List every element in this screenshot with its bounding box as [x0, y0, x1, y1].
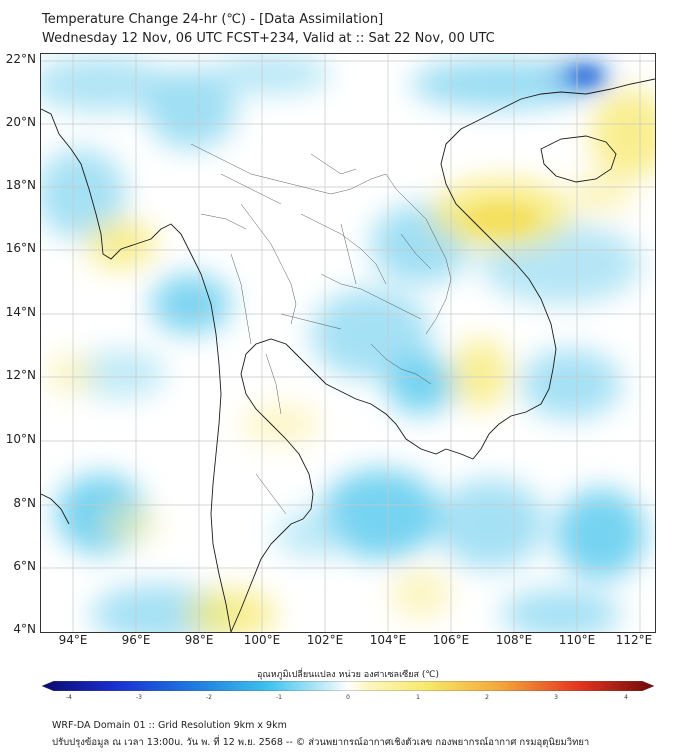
- temperature-field: [41, 54, 655, 632]
- colorbar-tick: 0: [346, 694, 350, 701]
- lon-label: 106°E: [432, 633, 470, 647]
- lon-label: 102°E: [306, 633, 344, 647]
- temperature-change-map: [40, 53, 656, 633]
- admin-borders: [190, 143, 452, 515]
- graticule: [41, 54, 655, 632]
- lat-label: 20°N: [5, 115, 36, 129]
- colorbar-tick: -2: [206, 694, 212, 701]
- coastlines: [41, 78, 655, 632]
- map-canvas: [41, 54, 655, 632]
- lat-label: 8°N: [13, 496, 36, 510]
- lon-label: 98°E: [184, 633, 214, 647]
- lon-label: 100°E: [243, 633, 281, 647]
- lat-label: 18°N: [5, 178, 36, 192]
- lat-label: 12°N: [5, 368, 36, 382]
- lon-label: 108°E: [495, 633, 533, 647]
- lat-label: 6°N: [13, 559, 36, 573]
- colorbar-title: อุณหภูมิเปลี่ยนแปลง หน่วย องศาเซลเซียส (…: [256, 670, 440, 680]
- footer-credit: ปรับปรุงข้อมูล ณ เวลา 13:00u. วัน พ. ที่…: [52, 737, 590, 748]
- lon-label: 110°E: [558, 633, 596, 647]
- colorbar-tick: 2: [485, 694, 489, 701]
- colorbar-tick: 3: [554, 694, 558, 701]
- footer-model-info: WRF-DA Domain 01 :: Grid Resolution 9km …: [52, 720, 287, 731]
- lon-label: 104°E: [369, 633, 407, 647]
- map-subtitle: Wednesday 12 Nov, 06 UTC FCST+234, Valid…: [42, 31, 495, 46]
- lat-label: 10°N: [5, 432, 36, 446]
- lat-label: 14°N: [5, 305, 36, 319]
- colorbar-tick: 4: [624, 694, 628, 701]
- map-title: Temperature Change 24-hr (℃) - [Data Ass…: [42, 12, 384, 27]
- colorbar: [42, 681, 654, 691]
- lat-label: 16°N: [5, 241, 36, 255]
- colorbar-tick: -3: [136, 694, 142, 701]
- lon-label: 96°E: [121, 633, 151, 647]
- colorbar-tick: 1: [416, 694, 420, 701]
- lat-label: 4°N: [13, 622, 36, 636]
- lat-label: 22°N: [5, 52, 36, 66]
- lon-label: 94°E: [58, 633, 88, 647]
- colorbar-tick: -1: [276, 694, 282, 701]
- lon-label: 112°E: [615, 633, 653, 647]
- colorbar-tick: -4: [66, 694, 72, 701]
